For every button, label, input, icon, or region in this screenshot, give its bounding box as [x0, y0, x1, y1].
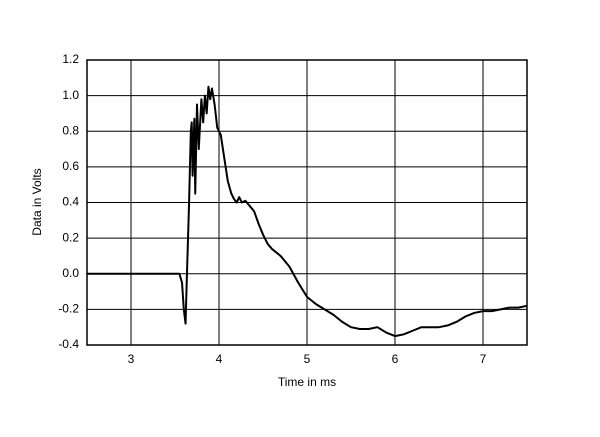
y-axis-label: Data in Volts: [30, 168, 44, 235]
y-tick-label: 0.4: [62, 195, 79, 209]
plot-frame: [86, 59, 528, 346]
y-tick-label: -0.4: [58, 337, 79, 351]
y-tick-label: -0.2: [58, 302, 79, 316]
data-line: [87, 85, 528, 338]
x-tick-label: 5: [304, 352, 311, 366]
y-tick-label: 1.2: [62, 52, 79, 66]
x-tick-label: 6: [392, 352, 399, 366]
x-tick-label: 3: [128, 352, 135, 366]
x-axis-label: Time in ms: [278, 375, 336, 389]
x-tick-label: 4: [216, 352, 223, 366]
x-tick-label: 7: [480, 352, 487, 366]
y-tick-label: 0.6: [62, 159, 79, 173]
y-tick-label: 0.8: [62, 123, 79, 137]
y-tick-label: 0.2: [62, 230, 79, 244]
y-tick-label: 0.0: [62, 266, 79, 280]
y-tick-label: 1.0: [62, 88, 79, 102]
